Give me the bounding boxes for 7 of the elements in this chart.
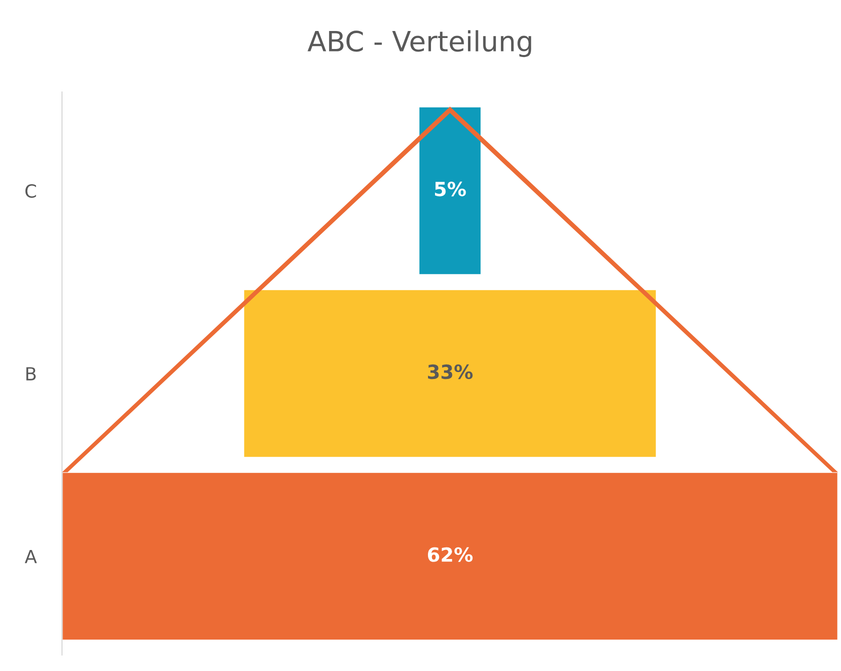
category-label: B: [26, 367, 36, 380]
category-label: C: [25, 184, 36, 198]
data-label: 33%: [428, 364, 473, 380]
text: ABC - Verteilung: [308, 30, 532, 58]
data-label: 5%: [434, 182, 466, 196]
data-label: 62%: [428, 547, 473, 562]
category-label: A: [24, 550, 37, 564]
